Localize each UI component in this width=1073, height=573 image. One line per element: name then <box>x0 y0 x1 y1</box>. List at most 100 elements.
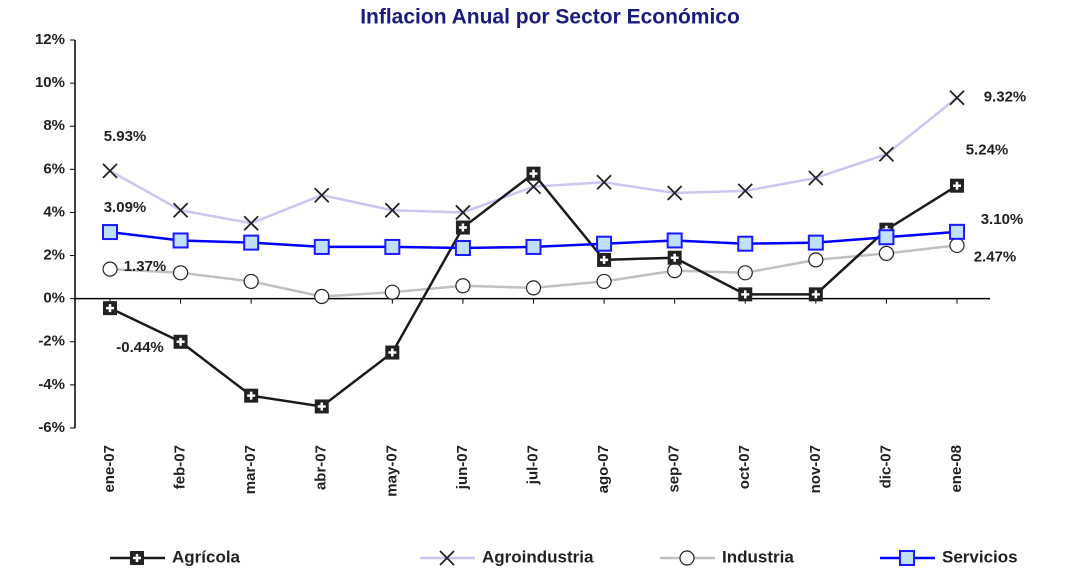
marker-circle <box>525 280 542 296</box>
marker-x <box>737 183 753 199</box>
legend-label: Industria <box>722 547 794 566</box>
marker-square <box>737 235 754 252</box>
x-tick-label: oct-07 <box>736 445 753 489</box>
marker <box>314 288 330 305</box>
marker <box>384 238 401 255</box>
marker <box>384 202 400 218</box>
marker-circle <box>172 265 189 281</box>
data-label: 9.32% <box>984 89 1027 106</box>
marker-x <box>439 550 455 566</box>
marker <box>439 550 455 566</box>
marker <box>102 261 118 277</box>
x-tick-label: ene-07 <box>101 445 118 493</box>
marker <box>385 345 400 360</box>
marker-plus <box>458 223 467 232</box>
marker <box>525 238 542 255</box>
marker-square <box>172 232 189 249</box>
data-label: 3.09% <box>104 199 147 216</box>
data-label: 3.10% <box>981 211 1024 228</box>
x-tick-label: ago-07 <box>595 445 612 493</box>
legend-item: Industria <box>660 547 794 566</box>
marker-circle <box>667 263 683 279</box>
marker-plus <box>106 304 114 313</box>
marker-circle <box>679 550 695 566</box>
data-label: 5.93% <box>104 128 147 145</box>
marker-x <box>455 204 471 221</box>
marker <box>243 234 260 251</box>
marker <box>244 388 259 403</box>
marker <box>526 166 541 181</box>
marker <box>103 301 117 316</box>
marker-circle <box>455 278 471 294</box>
marker-plus <box>600 255 609 264</box>
marker-circle <box>949 237 965 254</box>
marker-circle <box>314 288 330 305</box>
x-tick-label: nov-07 <box>807 445 824 493</box>
y-tick-label: -4% <box>38 376 65 393</box>
y-tick-label: 2% <box>43 247 65 264</box>
y-tick-label: 0% <box>43 290 65 307</box>
marker <box>667 250 682 265</box>
marker-plus <box>247 391 256 400</box>
marker-x <box>878 146 895 162</box>
marker <box>808 170 824 186</box>
marker-square <box>596 235 613 252</box>
marker <box>102 224 118 241</box>
marker-plus <box>388 348 397 357</box>
x-tick-label: feb-07 <box>172 445 189 489</box>
marker <box>172 265 189 281</box>
marker-circle <box>596 273 612 290</box>
marker-circle <box>878 245 895 261</box>
legend-item: Servicios <box>880 547 1018 566</box>
x-tick-label: ene-08 <box>948 445 965 493</box>
marker-square <box>313 238 330 255</box>
x-tick-label: mar-07 <box>242 445 259 494</box>
marker <box>455 220 470 235</box>
data-label: 1.37% <box>124 258 167 275</box>
marker-plus <box>529 169 538 178</box>
legend-item: Agrícola <box>110 547 241 566</box>
marker-plus <box>953 181 961 190</box>
marker <box>666 232 683 249</box>
marker <box>679 550 695 566</box>
marker-x <box>243 215 259 231</box>
marker-square <box>384 238 401 255</box>
marker <box>172 232 189 249</box>
y-tick-label: 10% <box>35 74 65 91</box>
marker <box>949 90 965 106</box>
marker <box>314 187 330 203</box>
marker <box>738 287 753 302</box>
marker-square <box>454 240 471 257</box>
marker <box>173 334 188 349</box>
marker-plus <box>133 554 141 562</box>
marker <box>807 234 824 251</box>
x-tick-label: abr-07 <box>313 445 330 490</box>
marker-circle <box>102 261 118 277</box>
marker <box>314 399 329 414</box>
marker-plus <box>670 253 679 262</box>
marker <box>597 252 612 267</box>
marker <box>949 223 965 240</box>
marker-x <box>172 202 189 218</box>
marker-square <box>525 238 542 255</box>
y-tick-label: 8% <box>43 117 65 134</box>
y-tick-label: 6% <box>43 160 65 177</box>
marker <box>596 235 613 252</box>
marker-x <box>102 163 118 179</box>
marker-plus <box>317 402 326 411</box>
y-tick-label: -6% <box>38 419 65 436</box>
marker <box>596 273 612 290</box>
marker <box>243 215 259 231</box>
marker <box>102 163 118 179</box>
series-line <box>109 96 958 225</box>
marker <box>878 229 895 246</box>
marker <box>455 278 471 294</box>
marker <box>737 265 753 281</box>
chart-title: Inflacion Anual por Sector Económico <box>360 6 740 29</box>
marker-x <box>667 185 683 201</box>
marker-plus <box>741 290 750 299</box>
marker-circle <box>808 252 824 268</box>
marker-x <box>596 174 612 190</box>
marker <box>878 245 895 261</box>
marker-square <box>666 232 683 249</box>
